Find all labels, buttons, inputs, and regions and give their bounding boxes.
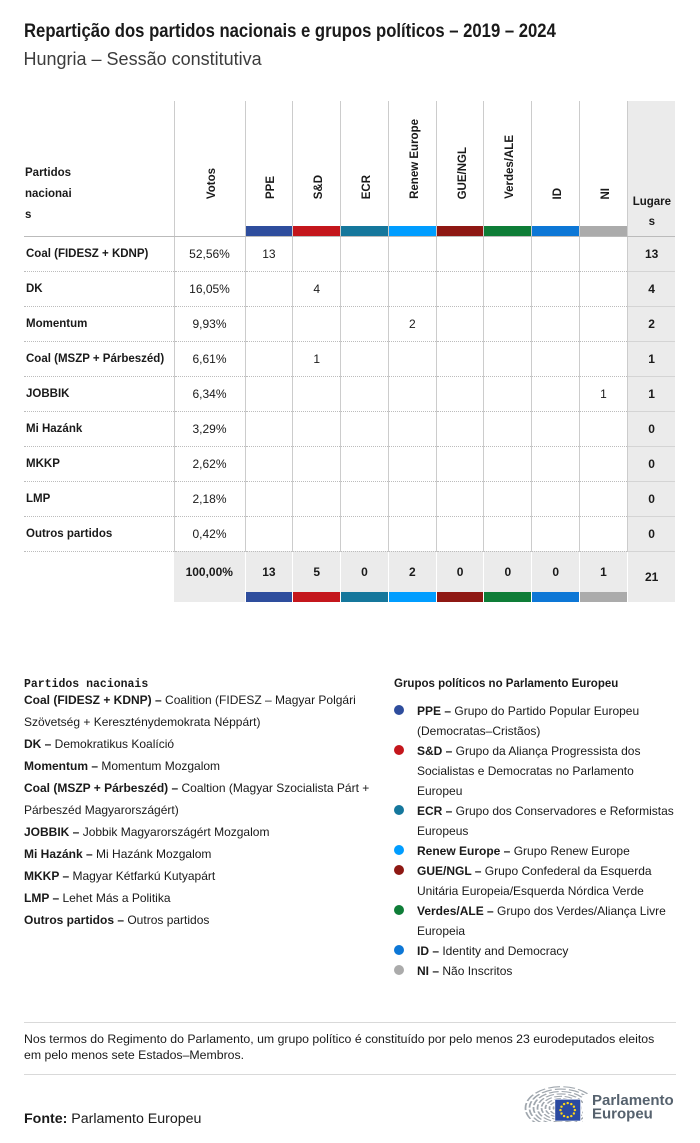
svg-text:Parlamento: Parlamento: [592, 1092, 674, 1109]
svg-text:Europeu: Europeu: [592, 1106, 653, 1123]
